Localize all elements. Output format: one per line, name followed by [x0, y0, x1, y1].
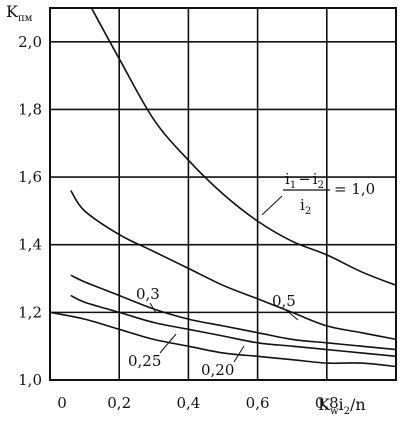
y-axis-label: Kпм	[6, 2, 33, 24]
grid	[50, 8, 396, 380]
leader-0-3	[149, 302, 157, 314]
label-0-25: 0,25	[128, 352, 161, 370]
y-tick-label: 1,8	[18, 100, 42, 118]
plot-frame	[49, 7, 397, 381]
curves	[49, 7, 397, 368]
y-tick-labels: 1,0 1,2 1,4 1,6 1,8 2,0	[18, 33, 42, 389]
x-tick-label: 0	[57, 394, 67, 412]
series-line-0-5	[70, 190, 397, 341]
y-tick-label: 1,4	[18, 236, 42, 254]
label-0-3: 0,3	[136, 285, 160, 303]
series-line-0-25	[70, 294, 397, 358]
y-tick-label: 1,2	[18, 303, 42, 321]
label-0-5: 0,5	[272, 292, 296, 310]
x-axis-label: Kwi2/n	[318, 395, 366, 417]
leader-0-5	[285, 309, 299, 321]
label-0-20: 0,20	[201, 361, 234, 379]
series-line-0-20	[49, 311, 397, 368]
leader-0-25	[159, 333, 177, 354]
x-tick-label: 0,4	[176, 394, 200, 412]
label-fraction-denominator: i2	[300, 196, 311, 217]
curve-label-1-0: i1− i2 i2 = 1,0	[261, 170, 375, 217]
leader-1-0	[261, 195, 283, 216]
y-tick-label: 1,6	[18, 168, 42, 186]
series-line-1-0	[90, 7, 397, 287]
leader-0-20	[233, 345, 245, 363]
series-line-0-3	[70, 274, 397, 351]
label-value-1-0: = 1,0	[334, 180, 375, 198]
x-tick-label: 0,6	[246, 394, 270, 412]
y-tick-label: 1,0	[18, 371, 42, 389]
x-tick-label: 0,8	[315, 394, 339, 412]
x-tick-labels: 0 0,2 0,4 0,6 0,8	[57, 394, 339, 412]
x-tick-label: 0,2	[107, 394, 131, 412]
label-fraction-numerator: i1− i2	[285, 170, 324, 191]
y-tick-label: 2,0	[18, 33, 42, 51]
